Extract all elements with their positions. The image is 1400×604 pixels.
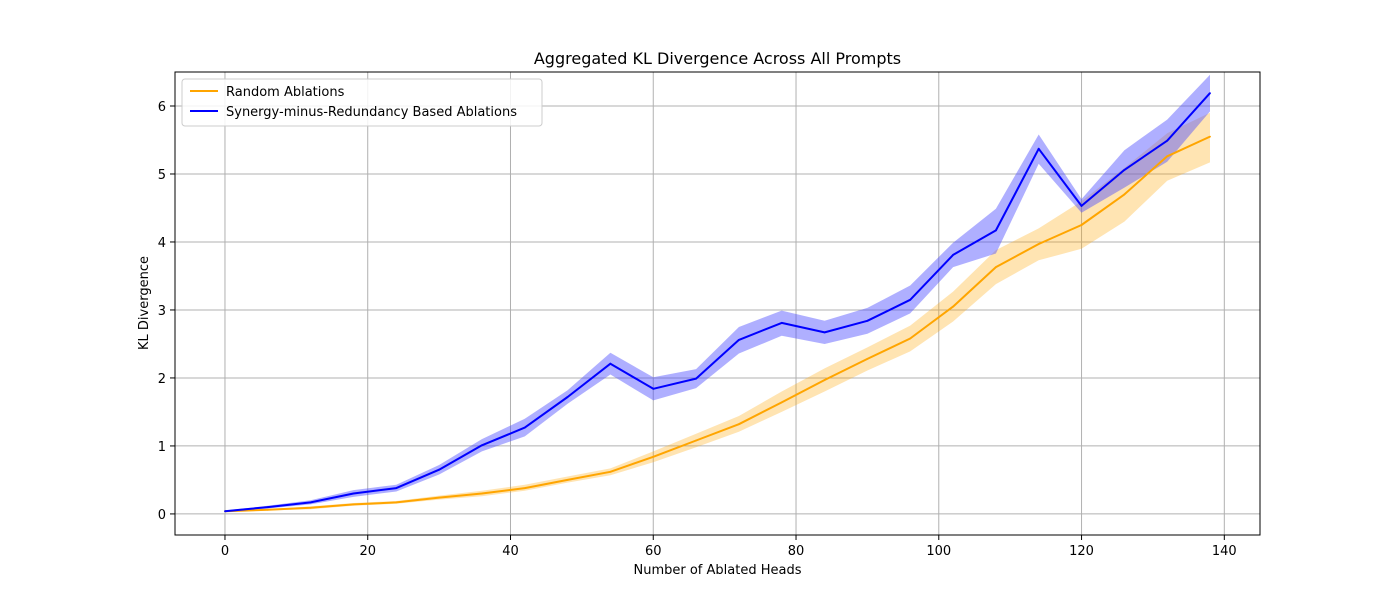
- data-point-synergy: [566, 396, 569, 398]
- data-point-random: [695, 439, 697, 442]
- data-point-random: [481, 492, 483, 495]
- data-point-random: [1080, 224, 1083, 226]
- data-point-random: [266, 508, 269, 511]
- y-tick-label: 3: [158, 304, 166, 319]
- data-point-random: [609, 470, 612, 473]
- y-tick-label: 1: [158, 440, 166, 455]
- data-point-synergy: [224, 510, 226, 513]
- data-point-synergy: [395, 487, 398, 489]
- data-point-random: [823, 379, 826, 381]
- x-tick-label: 0: [221, 544, 229, 559]
- y-axis-label: KL Divergence: [137, 256, 152, 350]
- data-point-synergy: [738, 339, 740, 341]
- legend: Random Ablations Synergy-minus-Redundanc…: [181, 78, 543, 127]
- axis-ticks: 0 20 40 60 80 100 120 140 0 1 2 3 4 5 6: [158, 100, 1237, 559]
- data-point-random: [395, 501, 398, 504]
- data-point-random: [438, 496, 440, 499]
- x-tick-label: 80: [788, 544, 805, 559]
- data-point-random: [309, 506, 312, 509]
- data-point-random: [780, 401, 783, 404]
- data-point-synergy: [823, 331, 826, 334]
- data-point-synergy: [481, 444, 483, 447]
- y-tick-label: 6: [158, 100, 166, 115]
- data-point-random: [523, 487, 526, 489]
- data-point-random: [909, 337, 912, 340]
- series-lines: [224, 92, 1211, 513]
- data-point-random: [352, 503, 355, 506]
- plot-frame: [174, 71, 1261, 536]
- y-tick-label: 0: [158, 508, 166, 523]
- data-point-random: [652, 455, 655, 458]
- data-point-synergy: [695, 377, 697, 380]
- data-point-random: [1123, 193, 1126, 196]
- data-point-synergy: [266, 506, 269, 508]
- x-tick-label: 60: [645, 544, 662, 559]
- data-point-synergy: [1209, 92, 1211, 94]
- x-tick-label: 100: [926, 544, 951, 559]
- data-point-synergy: [652, 387, 655, 390]
- data-point-synergy: [523, 426, 526, 429]
- data-point-synergy: [909, 298, 912, 301]
- data-point-synergy: [780, 322, 783, 324]
- data-point-random: [995, 266, 997, 268]
- x-axis-label: Number of Ablated Heads: [634, 563, 802, 578]
- data-point-synergy: [438, 468, 440, 471]
- line-synergy: [224, 92, 1211, 513]
- data-point-synergy: [1166, 139, 1169, 142]
- data-point-synergy: [866, 319, 869, 322]
- x-tick-label: 40: [502, 544, 519, 559]
- x-tick-label: 140: [1212, 544, 1237, 559]
- x-tick-label: 120: [1069, 544, 1094, 559]
- data-point-synergy: [352, 492, 355, 495]
- data-point-random: [1037, 243, 1040, 245]
- data-point-synergy: [1037, 147, 1040, 150]
- y-tick-label: 2: [158, 372, 166, 387]
- y-tick-label: 4: [158, 236, 166, 251]
- data-point-random: [952, 305, 954, 308]
- legend-label-random: Random Ablations: [226, 85, 345, 100]
- data-point-synergy: [609, 362, 612, 365]
- plot-area: [175, 72, 1260, 535]
- data-point-random: [738, 423, 740, 426]
- data-point-random: [566, 479, 569, 481]
- data-point-synergy: [1123, 169, 1126, 171]
- data-point-random: [1166, 155, 1169, 158]
- grid-lines: [175, 72, 1260, 535]
- points-synergy: [224, 92, 1211, 513]
- chart-title: Aggregated KL Divergence Across All Prom…: [534, 49, 901, 68]
- data-point-synergy: [995, 229, 997, 232]
- data-point-synergy: [309, 501, 312, 504]
- points-random: [224, 135, 1211, 513]
- data-point-random: [866, 358, 869, 360]
- legend-label-synergy: Synergy-minus-Redundancy Based Ablations: [226, 105, 517, 120]
- x-tick-label: 20: [359, 544, 376, 559]
- data-point-synergy: [952, 254, 954, 256]
- y-tick-label: 5: [158, 168, 166, 183]
- data-point-synergy: [1080, 205, 1083, 207]
- legend-box: [181, 78, 543, 127]
- line-random: [224, 135, 1211, 513]
- data-point-random: [1209, 135, 1211, 138]
